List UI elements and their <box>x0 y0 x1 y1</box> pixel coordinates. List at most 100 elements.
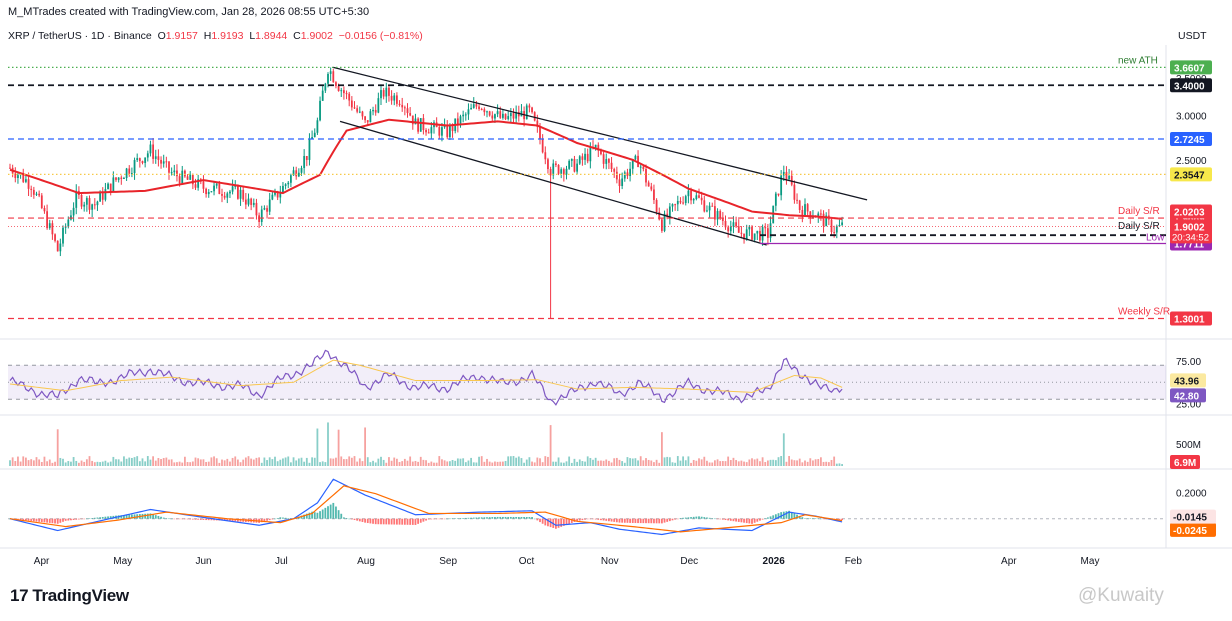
volume-bar <box>120 461 123 466</box>
candle-body <box>597 144 600 151</box>
candle-body <box>197 179 200 188</box>
macd-histogram-bar <box>96 517 99 519</box>
close-value: 1.9002 <box>300 30 333 42</box>
volume-bar <box>676 456 679 466</box>
candle-body <box>817 213 820 217</box>
macd-histogram-bar <box>454 518 457 519</box>
volume-bar <box>385 462 388 466</box>
candle-body <box>93 204 96 206</box>
volume-bar <box>700 459 703 466</box>
macd-histogram-bar <box>67 518 70 521</box>
macd-histogram-bar <box>610 518 613 522</box>
macd-histogram-bar <box>210 518 213 521</box>
macd-histogram-bar <box>719 518 722 520</box>
candle-body <box>626 172 629 177</box>
candle-body <box>115 177 117 180</box>
macd-histogram-bar <box>48 518 51 523</box>
candle-body <box>525 105 528 120</box>
candle-body <box>160 159 162 164</box>
candle-body <box>274 191 276 195</box>
macd-histogram-bar <box>507 516 510 519</box>
volume-bar <box>735 460 737 466</box>
macd-histogram-bar <box>647 518 650 524</box>
macd-histogram-bar <box>199 518 202 520</box>
high-label: H <box>203 30 212 42</box>
ohlc-legend[interactable]: XRP / TetherUS · 1D · Binance O1.9157 H1… <box>8 30 423 42</box>
volume-bar <box>576 461 578 466</box>
candle-body <box>411 115 414 125</box>
moving-average-line <box>9 118 843 220</box>
candle-body <box>499 111 502 118</box>
volume-bar <box>464 462 467 466</box>
volume-bar <box>287 456 290 466</box>
volume-bar <box>300 457 303 466</box>
macd-histogram-bar <box>623 518 626 523</box>
candle-body <box>820 213 822 215</box>
macd-value-label: -0.0245 <box>1173 526 1207 537</box>
candle-body <box>449 125 451 138</box>
macd-histogram-bar <box>549 518 552 528</box>
symbol-label[interactable]: XRP / TetherUS · 1D · Binance <box>8 30 152 42</box>
volume-bar <box>798 458 801 466</box>
candle-body <box>59 243 62 252</box>
candle-body <box>165 161 168 163</box>
candle-body <box>390 95 393 101</box>
volume-bar <box>549 425 552 466</box>
candle-body <box>186 176 189 180</box>
volume-bar <box>356 461 359 466</box>
macd-histogram-bar <box>785 511 788 519</box>
volume-bar <box>78 462 80 466</box>
macd-histogram-bar <box>767 517 769 519</box>
currency-button[interactable]: USDT <box>1178 30 1207 42</box>
volume-bar <box>480 456 483 466</box>
candle-body <box>769 223 772 238</box>
candle-body <box>72 207 75 216</box>
candle-body <box>215 183 218 186</box>
macd-histogram-bar <box>735 518 737 522</box>
volume-bar <box>462 458 465 466</box>
macd-histogram-bar <box>740 518 743 523</box>
volume-bar <box>369 462 372 466</box>
candle-body <box>790 175 793 185</box>
macd-histogram-bar <box>345 518 348 519</box>
macd-histogram-bar <box>700 516 703 519</box>
volume-bar <box>109 461 112 466</box>
volume-bar <box>19 461 22 466</box>
macd-histogram-bar <box>631 518 634 523</box>
candle-body <box>446 124 449 138</box>
tradingview-logo[interactable]: 17 TradingView <box>10 586 129 606</box>
volume-bar <box>600 460 602 466</box>
candle-body <box>777 193 780 196</box>
volume-bar <box>425 460 427 466</box>
macd-histogram-bar <box>181 518 184 520</box>
volume-bar <box>570 462 573 466</box>
time-axis-tick-9: 2026 <box>763 556 786 567</box>
macd-histogram-bar <box>335 506 337 519</box>
macd-histogram-bar <box>812 518 814 519</box>
macd-histogram-bar <box>793 513 796 519</box>
volume-bar <box>327 422 329 466</box>
macd-histogram-bar <box>120 515 123 519</box>
macd-histogram-bar <box>284 517 287 519</box>
volume-bar <box>234 456 237 466</box>
volume-bar <box>555 461 557 466</box>
candle-body <box>835 226 838 233</box>
candle-body <box>96 201 99 206</box>
macd-histogram-bar <box>154 515 157 519</box>
volume-bar <box>75 460 78 466</box>
volume-bar <box>589 457 592 466</box>
candle-body <box>237 185 239 199</box>
candle-body <box>464 114 467 116</box>
candle-body <box>112 177 115 192</box>
volume-bar <box>27 460 30 466</box>
macd-histogram-bar <box>350 518 353 520</box>
candle-body <box>740 232 743 234</box>
candle-body <box>806 204 809 212</box>
macd-histogram-bar <box>523 517 525 519</box>
volume-bar <box>189 462 192 466</box>
macd-histogram-bar <box>374 518 377 525</box>
macd-histogram-bar <box>229 518 231 521</box>
volume-bar <box>494 461 496 466</box>
volume-bar <box>173 462 176 466</box>
